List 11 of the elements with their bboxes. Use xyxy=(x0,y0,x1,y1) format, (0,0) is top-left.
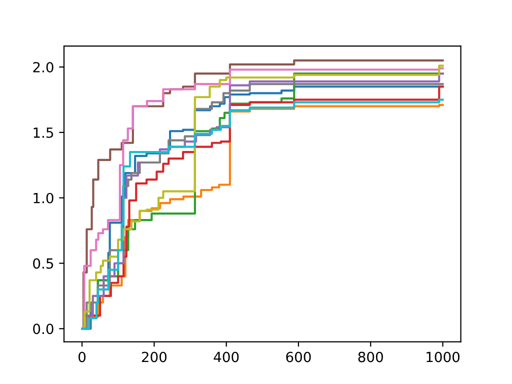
x-tick-label: 200 xyxy=(142,352,167,362)
y-tick-label: 2.0 xyxy=(33,62,54,72)
x-tick-label: 400 xyxy=(214,352,239,362)
x-tick-label: 800 xyxy=(358,352,383,362)
y-tick-label: 1.5 xyxy=(34,128,54,138)
y-tick-label: 0.5 xyxy=(33,258,54,269)
x-tick-label: 1000 xyxy=(426,352,460,362)
x-tick-label: 0 xyxy=(78,352,86,362)
x-tick-label: 600 xyxy=(286,352,311,362)
y-tick-label: 0.0 xyxy=(33,324,54,334)
y-tick-label: 1.0 xyxy=(34,192,54,204)
